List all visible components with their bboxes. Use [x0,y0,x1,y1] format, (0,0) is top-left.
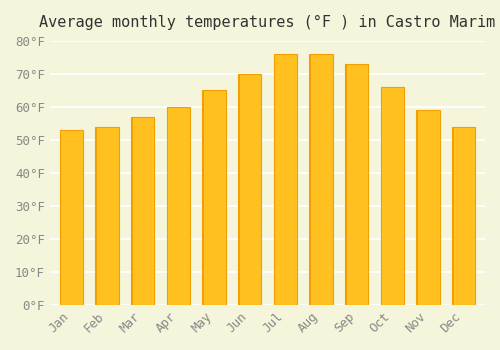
Bar [131,117,154,305]
Bar [310,54,311,305]
Bar [96,127,118,305]
Bar [345,64,368,305]
Bar [310,54,332,305]
Bar [416,110,418,305]
Title: Average monthly temperatures (°F ) in Castro Marim: Average monthly temperatures (°F ) in Ca… [40,15,496,30]
Bar [96,127,97,305]
Bar [452,127,454,305]
Bar [380,87,382,305]
Bar [274,54,297,305]
Bar [416,110,440,305]
Bar [166,107,190,305]
Bar [60,130,62,305]
Bar [380,87,404,305]
Bar [274,54,276,305]
Bar [60,130,83,305]
Bar [202,90,204,305]
Bar [166,107,168,305]
Bar [131,117,132,305]
Bar [452,127,475,305]
Bar [202,90,226,305]
Bar [238,74,261,305]
Bar [238,74,240,305]
Bar [345,64,346,305]
